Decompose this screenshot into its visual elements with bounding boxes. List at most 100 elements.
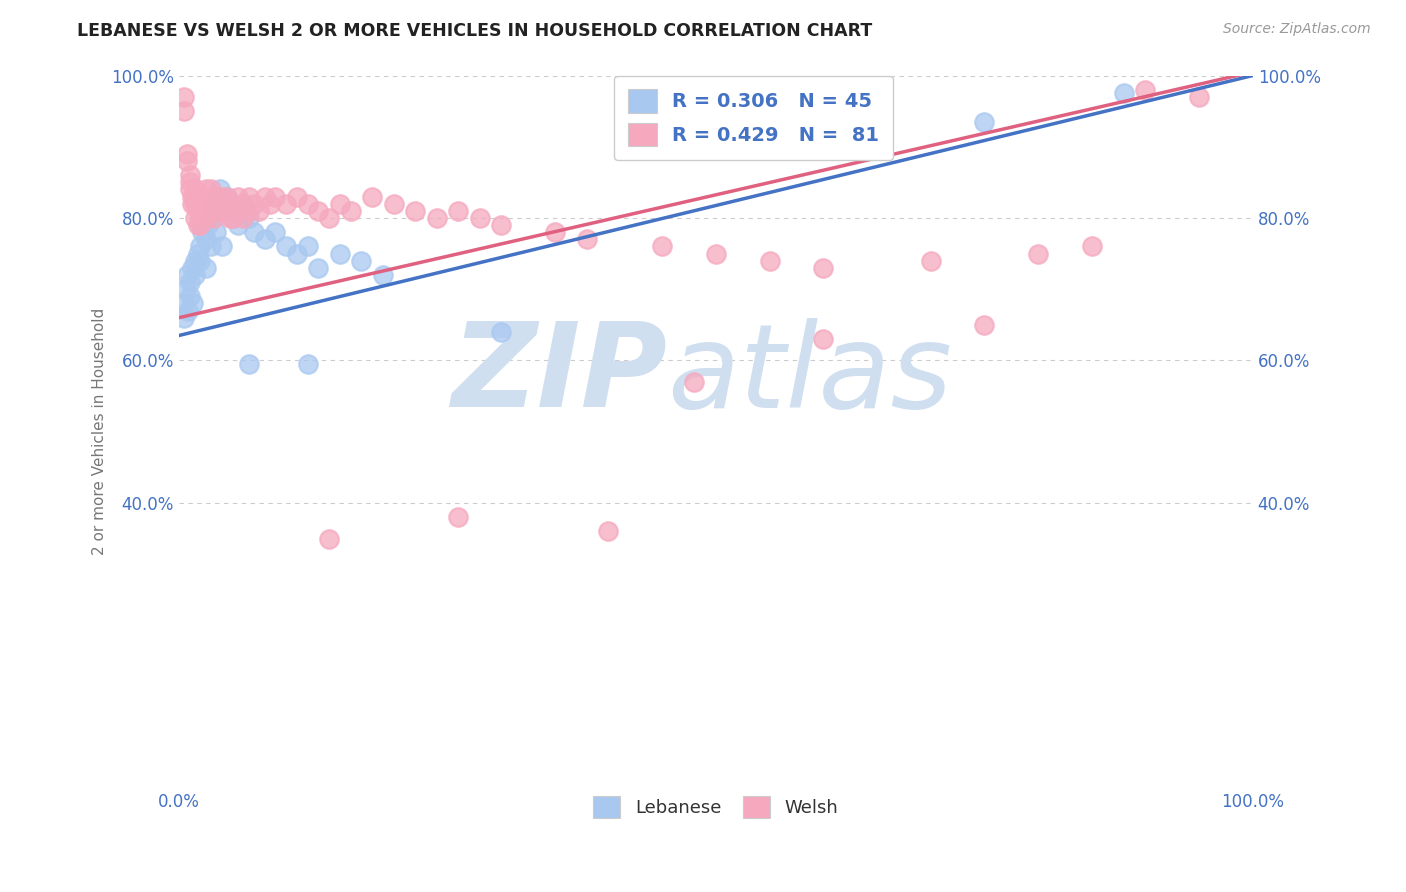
- Point: [205, 225, 228, 239]
- Point: [179, 168, 201, 182]
- Point: [575, 232, 598, 246]
- Point: [198, 189, 221, 203]
- Point: [194, 182, 217, 196]
- Point: [173, 104, 195, 119]
- Point: [238, 189, 260, 203]
- Point: [217, 189, 239, 203]
- Point: [208, 182, 231, 196]
- Point: [447, 510, 470, 524]
- Point: [219, 211, 242, 225]
- Point: [194, 211, 217, 225]
- Point: [238, 203, 260, 218]
- Point: [813, 332, 835, 346]
- Point: [404, 203, 426, 218]
- Point: [232, 196, 254, 211]
- Point: [188, 239, 211, 253]
- Point: [1026, 246, 1049, 260]
- Point: [1080, 239, 1102, 253]
- Point: [212, 196, 235, 211]
- Point: [339, 203, 361, 218]
- Point: [468, 211, 491, 225]
- Point: [217, 203, 239, 218]
- Point: [307, 260, 329, 275]
- Point: [813, 260, 835, 275]
- Point: [598, 524, 620, 539]
- Point: [194, 260, 217, 275]
- Point: [243, 225, 266, 239]
- Text: atlas: atlas: [668, 318, 952, 432]
- Point: [426, 211, 449, 225]
- Point: [226, 189, 249, 203]
- Point: [198, 203, 221, 218]
- Text: LEBANESE VS WELSH 2 OR MORE VEHICLES IN HOUSEHOLD CORRELATION CHART: LEBANESE VS WELSH 2 OR MORE VEHICLES IN …: [77, 22, 873, 40]
- Point: [318, 211, 340, 225]
- Point: [180, 196, 202, 211]
- Point: [226, 203, 249, 218]
- Point: [194, 232, 217, 246]
- Point: [191, 196, 214, 211]
- Point: [285, 189, 308, 203]
- Point: [176, 282, 198, 296]
- Point: [243, 196, 266, 211]
- Y-axis label: 2 or more Vehicles in Household: 2 or more Vehicles in Household: [93, 308, 107, 556]
- Point: [179, 289, 201, 303]
- Point: [197, 218, 219, 232]
- Point: [211, 203, 233, 218]
- Point: [264, 225, 287, 239]
- Point: [297, 196, 319, 211]
- Point: [361, 189, 384, 203]
- Point: [211, 189, 233, 203]
- Point: [247, 203, 270, 218]
- Point: [205, 203, 228, 218]
- Point: [221, 196, 243, 211]
- Point: [297, 239, 319, 253]
- Point: [177, 303, 200, 318]
- Point: [683, 375, 706, 389]
- Point: [188, 218, 211, 232]
- Point: [180, 189, 202, 203]
- Point: [489, 218, 512, 232]
- Point: [221, 211, 243, 225]
- Point: [276, 196, 298, 211]
- Point: [544, 225, 567, 239]
- Point: [318, 532, 340, 546]
- Point: [205, 189, 228, 203]
- Point: [758, 253, 780, 268]
- Point: [187, 203, 209, 218]
- Point: [221, 211, 243, 225]
- Point: [179, 175, 201, 189]
- Point: [184, 211, 207, 225]
- Point: [184, 182, 207, 196]
- Point: [447, 203, 470, 218]
- Point: [173, 296, 195, 310]
- Point: [188, 203, 211, 218]
- Point: [202, 203, 225, 218]
- Point: [211, 239, 233, 253]
- Point: [202, 196, 225, 211]
- Point: [176, 268, 198, 282]
- Point: [173, 310, 195, 325]
- Point: [232, 196, 254, 211]
- Point: [259, 196, 281, 211]
- Point: [297, 357, 319, 371]
- Point: [382, 196, 405, 211]
- Point: [350, 253, 373, 268]
- Point: [188, 253, 211, 268]
- Point: [973, 115, 995, 129]
- Point: [202, 211, 225, 225]
- Point: [307, 203, 329, 218]
- Point: [226, 218, 249, 232]
- Point: [176, 153, 198, 168]
- Point: [176, 147, 198, 161]
- Point: [179, 275, 201, 289]
- Point: [329, 246, 352, 260]
- Point: [194, 196, 217, 211]
- Point: [704, 246, 727, 260]
- Point: [253, 189, 276, 203]
- Point: [200, 182, 222, 196]
- Point: [232, 211, 254, 225]
- Point: [651, 239, 673, 253]
- Point: [191, 211, 214, 225]
- Point: [329, 196, 352, 211]
- Point: [371, 268, 394, 282]
